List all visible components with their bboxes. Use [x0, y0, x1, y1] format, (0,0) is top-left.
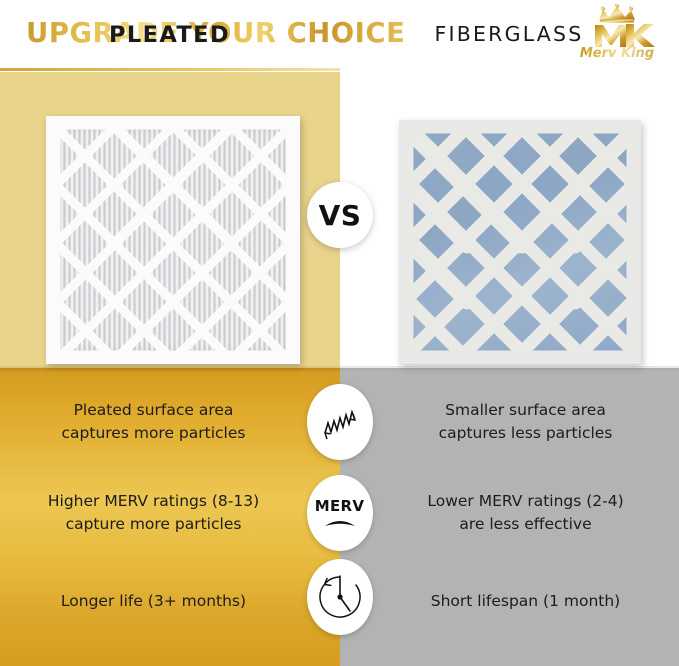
- title-underline-rule: [0, 68, 340, 71]
- pleated-pane-seam: [0, 365, 340, 372]
- comparison-row: Higher MERV ratings (8-13) capture more p…: [0, 469, 679, 557]
- pleated-filter-media: [57, 126, 289, 354]
- pleated-filter-support-grid-icon: [57, 126, 289, 354]
- comparison-row: Pleated surface area captures more partic…: [0, 378, 679, 466]
- merv-icon-label: MERV: [314, 496, 365, 515]
- fiberglass-pane-seam: [339, 366, 679, 371]
- row-left-text: Higher MERV ratings (8-13) capture more p…: [47, 492, 260, 533]
- row-right-text: Short lifespan (1 month): [430, 591, 621, 610]
- pleated-pane-bottom-bg: [0, 368, 340, 666]
- page-header: UPGRADE YOUR CHOICE: [0, 0, 679, 72]
- fiberglass-filter-media: [409, 129, 631, 355]
- clock-icon: [306, 559, 373, 635]
- row-left-text: Longer life (3+ months): [60, 591, 247, 610]
- vs-badge: VS: [307, 182, 373, 248]
- brand-name: Merv King: [569, 46, 665, 61]
- pleat-zigzag-glyph: [323, 409, 356, 440]
- merv-rating-icon: MERV: [306, 475, 373, 551]
- logo-monogram-icon: [595, 4, 655, 47]
- pleated-filter-image: [46, 116, 300, 364]
- fiberglass-filter-image: [399, 120, 641, 364]
- fiberglass-pane-bottom-bg: [339, 368, 679, 666]
- row-right-text: Lower MERV ratings (2-4) are less effecti…: [427, 492, 624, 533]
- pleated-title: PLEATED: [108, 22, 231, 48]
- comparison-row: Longer life (3+ months) Short lifespan (…: [0, 557, 679, 645]
- pleat-zigzag-icon: [306, 384, 373, 460]
- row-left-text: Pleated surface area captures more partic…: [61, 401, 246, 442]
- merv-upward-arrow-glyph: [324, 520, 355, 526]
- fiberglass-filter-support-grid-icon: [409, 129, 631, 355]
- fiberglass-title: FIBERGLASS: [434, 22, 584, 46]
- clock-glyph: [318, 575, 361, 618]
- crown-icon: [599, 4, 635, 23]
- page-title: UPGRADE YOUR CHOICE: [26, 17, 406, 49]
- brand-logo: Merv King: [569, 4, 665, 68]
- row-right-text: Smaller surface area captures less partic…: [438, 401, 613, 442]
